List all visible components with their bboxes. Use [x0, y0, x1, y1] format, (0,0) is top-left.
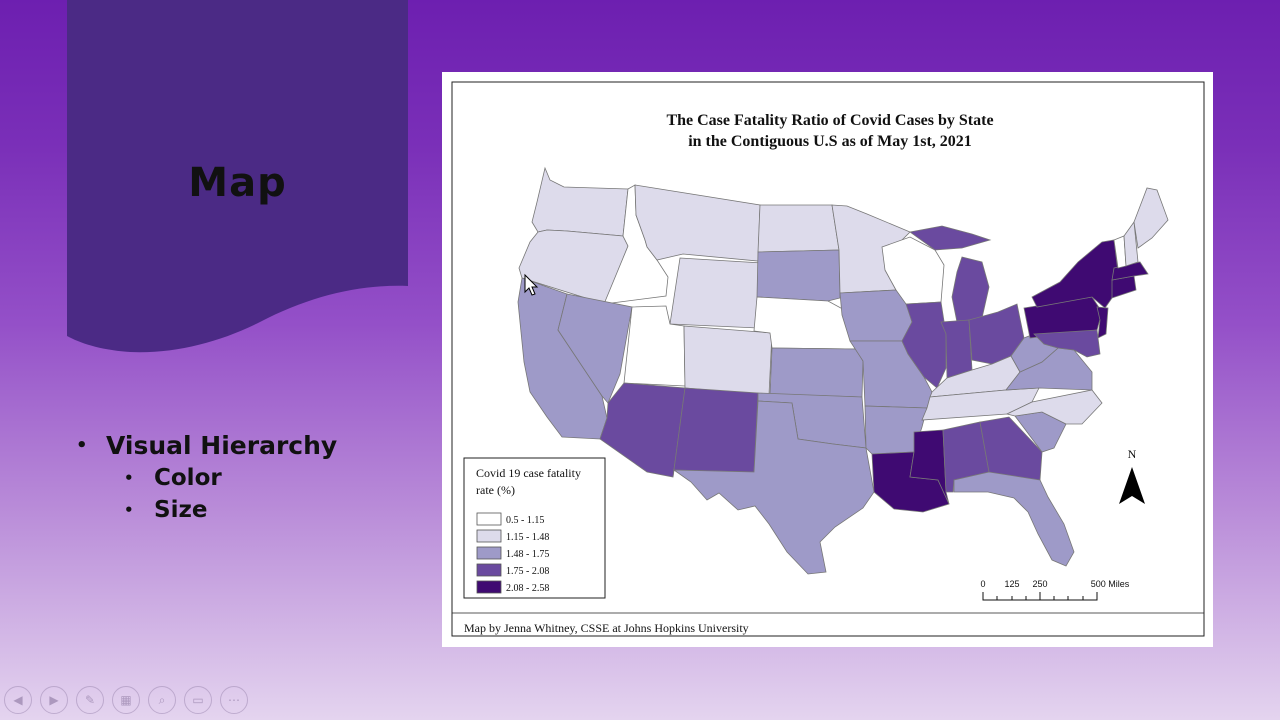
state-texas — [672, 400, 875, 575]
legend-swatch — [476, 512, 502, 526]
state-illinois — [901, 301, 947, 389]
legend-title-line1: Covid 19 case fatality — [476, 466, 581, 480]
state-tennessee — [921, 387, 1040, 421]
bullet-item: • Color — [124, 465, 222, 491]
north-label: N — [1128, 447, 1137, 461]
bullet-item: • Size — [124, 497, 208, 523]
map-title-line1: The Case Fatality Ratio of Covid Cases b… — [666, 112, 993, 129]
map-title-line2: in the Contiguous U.S as of May 1st, 202… — [688, 133, 972, 150]
scale-label: 250 — [1032, 579, 1047, 589]
legend-label: 2.08 - 2.58 — [506, 583, 549, 594]
state-michigan-upper — [909, 225, 992, 251]
state-kansas — [769, 347, 864, 398]
slide-title: Map — [188, 160, 287, 206]
legend-title-line2: rate (%) — [476, 483, 515, 497]
map-image: The Case Fatality Ratio of Covid Cases b… — [442, 72, 1213, 647]
subtitles-icon[interactable]: ▭ — [184, 686, 212, 714]
state-north-carolina — [1005, 389, 1103, 425]
bullet-text: Visual Hierarchy — [106, 430, 338, 460]
bullet-item: • Visual Hierarchy — [76, 430, 338, 460]
legend-swatch — [476, 580, 502, 594]
slides-icon[interactable]: ▦ — [112, 686, 140, 714]
next-icon[interactable]: ▶ — [40, 686, 68, 714]
state-florida — [953, 471, 1075, 567]
bullet-text: Color — [154, 465, 222, 491]
slideshow-toolbar: ◀ ▶ ✎ ▦ ⌕ ▭ ⋯ — [4, 686, 248, 714]
scale-bar: 0 125 250 500 Miles — [980, 579, 1130, 601]
legend-swatch — [476, 563, 502, 577]
legend-swatch — [476, 546, 502, 560]
more-icon[interactable]: ⋯ — [220, 686, 248, 714]
legend-label: 1.75 - 2.08 — [506, 566, 549, 577]
state-new-mexico — [672, 387, 759, 478]
state-new-hampshire — [1123, 220, 1139, 267]
state-south-dakota — [756, 249, 841, 302]
legend-swatch — [476, 529, 502, 543]
state-new-jersey — [1096, 306, 1109, 339]
bullet-text: Size — [154, 497, 208, 523]
legend-label: 0.5 - 1.15 — [506, 515, 544, 526]
map-credit: Map by Jenna Whitney, CSSE at Johns Hopk… — [464, 621, 749, 635]
state-wyoming — [669, 257, 763, 329]
state-maryland — [1033, 329, 1101, 358]
pen-icon[interactable]: ✎ — [76, 686, 104, 714]
zoom-icon[interactable]: ⌕ — [148, 686, 176, 714]
previous-icon[interactable]: ◀ — [4, 686, 32, 714]
bullet-list: • Visual Hierarchy • Color • Size — [76, 428, 337, 526]
scale-label: 125 — [1004, 579, 1019, 589]
scale-label: 500 Miles — [1091, 579, 1130, 589]
scale-label: 0 — [980, 579, 985, 589]
state-colorado — [683, 325, 773, 396]
legend-label: 1.48 - 1.75 — [506, 549, 549, 560]
legend-label: 1.15 - 1.48 — [506, 532, 549, 543]
us-states-map — [517, 166, 1169, 575]
state-north-dakota — [757, 204, 840, 253]
state-maine — [1133, 187, 1169, 249]
north-arrow-icon — [1119, 467, 1145, 504]
map-legend: Covid 19 case fatality rate (%) 0.5 - 1.… — [463, 457, 606, 599]
mouse-cursor — [524, 273, 539, 296]
